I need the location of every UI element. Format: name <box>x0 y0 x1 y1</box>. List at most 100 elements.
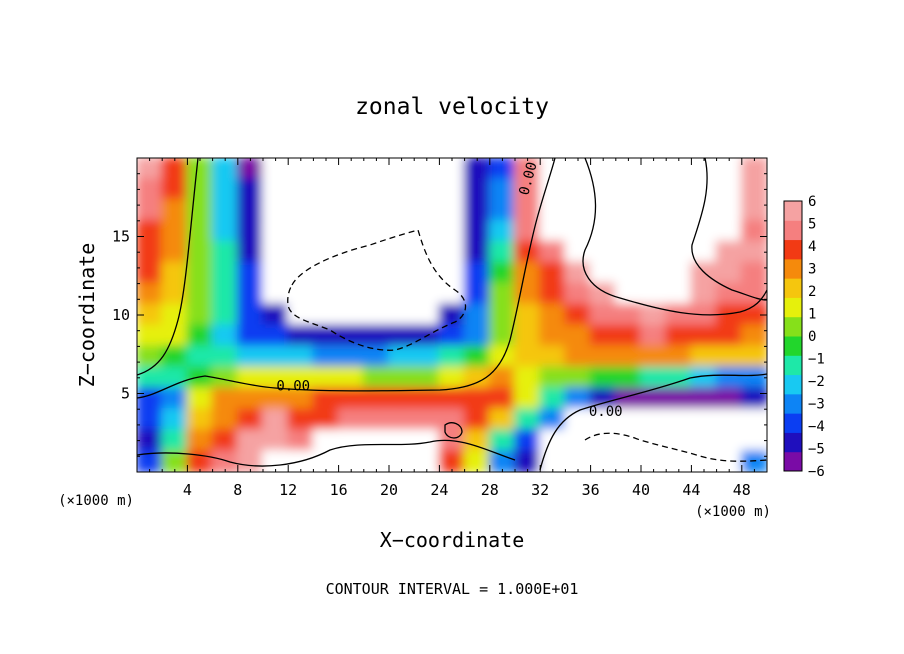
contour-line-small-loop <box>444 422 463 439</box>
heatmap-cell <box>262 240 290 264</box>
heatmap-cell <box>514 345 542 369</box>
heatmap-cell <box>614 345 642 369</box>
heatmap-cell <box>640 282 668 306</box>
heatmap-cell <box>690 366 718 390</box>
colorbar-tick-label: 0 <box>808 329 816 345</box>
heatmap-cell <box>262 158 290 180</box>
heatmap-cell <box>640 177 668 201</box>
heatmap-cell <box>438 177 466 201</box>
heatmap-cell <box>463 177 491 201</box>
heatmap-cell <box>186 158 214 180</box>
colorbar-swatch <box>784 239 802 260</box>
heatmap-cell <box>589 303 617 327</box>
heatmap-cell <box>614 408 642 432</box>
heatmap-cell <box>287 219 315 243</box>
heatmap-cell <box>362 408 390 432</box>
heatmap-cell <box>488 303 516 327</box>
heatmap-cell <box>362 158 390 180</box>
heatmap-cell <box>211 366 239 390</box>
heatmap-cell <box>388 429 416 453</box>
heatmap-cell <box>236 198 264 222</box>
x-tick-label: 24 <box>430 481 448 499</box>
x-tick-label: 32 <box>531 481 549 499</box>
heatmap-cell <box>665 324 693 348</box>
heatmap-cell <box>514 408 542 432</box>
x-tick-label: 48 <box>733 481 751 499</box>
heatmap-cell <box>413 261 441 285</box>
heatmap-cell <box>137 429 164 453</box>
heatmap-cell <box>236 240 264 264</box>
colorbar-tick-label: 3 <box>808 262 816 278</box>
heatmap-cell <box>413 240 441 264</box>
heatmap-cell <box>438 324 466 348</box>
heatmap-cell <box>287 408 315 432</box>
contour-label: 0.00 <box>276 379 310 395</box>
heatmap-cell <box>740 177 767 201</box>
heatmap-cell <box>690 198 718 222</box>
heatmap-cell <box>413 366 441 390</box>
heatmap-cell <box>388 408 416 432</box>
heatmap-cell <box>211 158 239 180</box>
heatmap-cell <box>161 303 189 327</box>
heatmap-cell <box>137 408 164 432</box>
heatmap-cell <box>564 219 592 243</box>
heatmap-cell <box>715 345 743 369</box>
heatmap-cell <box>211 387 239 411</box>
heatmap-cell <box>690 324 718 348</box>
heatmap-cell <box>665 158 693 180</box>
heatmap-cell <box>539 408 567 432</box>
heatmap-cell <box>640 261 668 285</box>
heatmap-cell <box>186 261 214 285</box>
heatmap-cell <box>488 158 516 180</box>
heatmap-cell <box>388 387 416 411</box>
heatmap-cell <box>640 324 668 348</box>
heatmap-cell <box>413 198 441 222</box>
heatmap-cell <box>514 387 542 411</box>
heatmap-cell <box>388 303 416 327</box>
heatmap-cell <box>388 198 416 222</box>
heatmap-cell <box>337 261 365 285</box>
heatmap-cell <box>161 408 189 432</box>
heatmap-cell <box>463 387 491 411</box>
heatmap-cell <box>362 345 390 369</box>
colorbar-tick-label: 1 <box>808 307 816 323</box>
heatmap-cell <box>665 366 693 390</box>
contour-line-right-loop <box>691 158 767 301</box>
heatmap-cell <box>564 198 592 222</box>
heatmap-cell <box>312 240 340 264</box>
heatmap-cell <box>438 303 466 327</box>
colorbar-frame <box>783 200 803 472</box>
heatmap-cell <box>740 429 767 453</box>
heatmap-cell <box>690 282 718 306</box>
heatmap-cell <box>287 177 315 201</box>
heatmap-cell <box>589 282 617 306</box>
heatmap-cell <box>488 324 516 348</box>
heatmap-cell <box>614 198 642 222</box>
heatmap-cell <box>413 450 441 472</box>
heatmap-cell <box>236 408 264 432</box>
heatmap-cell <box>564 303 592 327</box>
heatmap-cell <box>413 158 441 180</box>
heatmap-cell <box>186 345 214 369</box>
heatmap-cell <box>690 219 718 243</box>
heatmap-cell <box>337 450 365 472</box>
colorbar-swatch <box>784 278 802 298</box>
heatmap-cell <box>287 158 315 180</box>
heatmap-cell <box>186 282 214 306</box>
heatmap-cell <box>463 366 491 390</box>
heatmap-cell <box>463 198 491 222</box>
heatmap-cell <box>614 282 642 306</box>
heatmap-cell <box>463 345 491 369</box>
heatmap-cell <box>262 408 290 432</box>
heatmap-cell <box>488 177 516 201</box>
heatmap-cell <box>236 324 264 348</box>
heatmap-cell <box>463 261 491 285</box>
heatmap-cell <box>438 345 466 369</box>
heatmap-cell <box>137 177 164 201</box>
colorbar-swatch <box>784 336 802 356</box>
heatmap-cell <box>312 261 340 285</box>
heatmap-cell <box>262 429 290 453</box>
heatmap-cell <box>589 177 617 201</box>
heatmap-cell <box>539 387 567 411</box>
heatmap-cell <box>137 303 164 327</box>
